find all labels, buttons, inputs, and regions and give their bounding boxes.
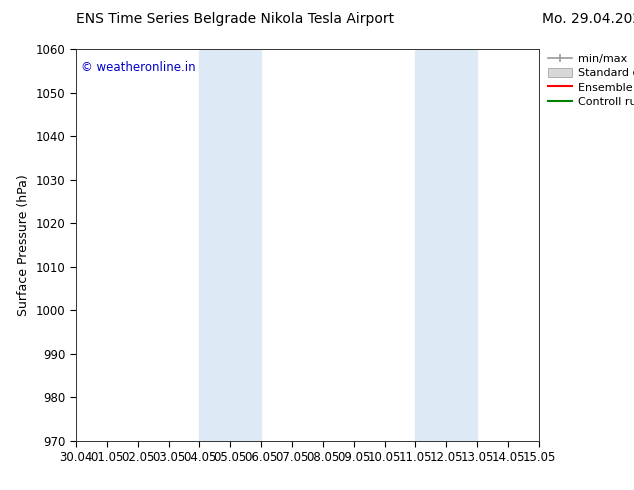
Y-axis label: Surface Pressure (hPa): Surface Pressure (hPa) — [17, 174, 30, 316]
Bar — [200, 49, 261, 441]
Bar — [415, 49, 477, 441]
Legend: min/max, Standard deviation, Ensemble mean run, Controll run: min/max, Standard deviation, Ensemble me… — [543, 49, 634, 111]
Text: © weatheronline.in: © weatheronline.in — [81, 61, 195, 74]
Text: Mo. 29.04.2024 06 UTC: Mo. 29.04.2024 06 UTC — [542, 12, 634, 26]
Text: ENS Time Series Belgrade Nikola Tesla Airport: ENS Time Series Belgrade Nikola Tesla Ai… — [76, 12, 394, 26]
